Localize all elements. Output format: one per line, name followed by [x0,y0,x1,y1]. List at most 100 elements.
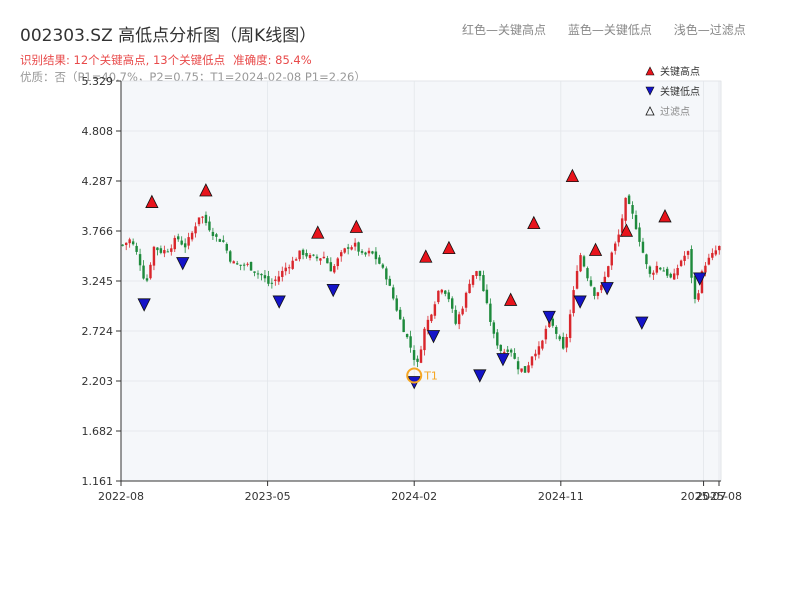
candle-body [662,270,665,272]
candle-body [700,271,704,293]
legend-hollow-text: 浅色—过滤点 [673,23,746,37]
chart-title: 002303.SZ 高低点分析图（周K线图） [20,26,317,46]
t1-ring [406,367,423,384]
candle-body [364,252,367,255]
key-low-marker [542,310,556,325]
candle-body [249,261,253,271]
x-tick-label: 2025-08 [696,490,742,503]
candle-body [121,244,124,246]
candle-body [197,217,201,225]
candle-body [461,308,464,315]
candle-body [683,255,686,261]
x-tick-label: 2022-08 [98,490,144,503]
candle-body [326,258,329,264]
candle-body [534,353,537,357]
candle-body [593,287,596,296]
key-low-marker [473,369,487,383]
candle-body [655,265,659,273]
t1-label: T1 [423,370,438,383]
candle-body [308,254,312,258]
candle-body [631,205,634,214]
candle-body [256,273,260,275]
y-tick-label: 3.766 [82,225,114,238]
candle-body [298,250,301,260]
candle-body [253,271,256,273]
candle-body [329,262,333,272]
candle-body [405,333,409,338]
y-tick-label: 3.245 [82,275,114,288]
candle-body [513,353,516,359]
candle-body [235,263,239,265]
candle-body [600,285,603,291]
candle-body [159,248,163,253]
legend-entry-label: 关键低点 [660,85,700,98]
candle-body [183,243,187,248]
candle-body [586,268,589,279]
key-high-marker [145,194,159,208]
candle-body [301,249,305,255]
candle-body [333,266,336,273]
candle-body [381,264,385,268]
candle-body [187,237,190,246]
header-legend: 红色—关键高点 蓝色—关键低点 浅色—过滤点 [462,21,764,38]
candle-body [319,258,322,261]
candle-body [385,268,388,280]
candle-body [395,298,398,311]
candle-body [506,349,509,352]
candle-body [229,251,232,262]
candle-body [284,267,287,272]
candle-body [666,268,669,276]
candle-body [353,242,357,247]
candle-body [294,259,298,261]
candle-body [190,232,194,240]
candle-body [423,328,426,351]
candle-body [135,245,138,252]
y-tick-label: 5.329 [82,75,114,88]
y-tick-label: 1.682 [82,425,114,438]
candle-body [718,246,721,251]
candle-body [679,260,683,266]
y-tick-label: 4.287 [82,175,114,188]
candle-body [471,275,475,285]
legend-high-icon [645,66,655,76]
candle-body [173,237,176,250]
candle-body [180,240,183,245]
candle-body [582,256,586,267]
key-high-marker [442,240,456,255]
candle-body [544,328,548,340]
candle-body [336,258,339,267]
candle-body [360,251,364,253]
candle-body [503,351,506,353]
candle-body [634,215,638,230]
key-low-marker [496,353,510,367]
candle-body [149,264,152,279]
legend-red-text: 红色—关键高点 [462,23,547,37]
candle-body [350,247,353,250]
candle-body [523,366,527,373]
candle-body [124,242,128,246]
candle-body [177,236,180,240]
candle-body [398,309,402,320]
candle-body [166,251,170,253]
y-tick-label: 2.203 [82,375,114,388]
candle-body [312,254,315,256]
candle-body [274,279,277,281]
candle-body [287,267,291,269]
candle-body [596,292,600,296]
candle-body [620,218,624,233]
result-summary: 识别结果: 12个关键高点, 13个关键低点 准确度: 85.4% [20,52,312,68]
legend-filtered-icon [645,106,655,116]
candle-body [693,275,697,300]
candle-body [704,265,707,273]
candle-body [260,273,263,276]
candle-body [270,282,274,284]
candle-body [201,216,204,218]
candle-body [322,256,326,259]
candle-body [222,240,225,242]
candle-body [437,290,440,303]
candle-body [194,226,197,234]
candle-body [440,289,444,293]
candle-body [340,252,343,257]
y-tick-label: 1.161 [82,475,114,488]
